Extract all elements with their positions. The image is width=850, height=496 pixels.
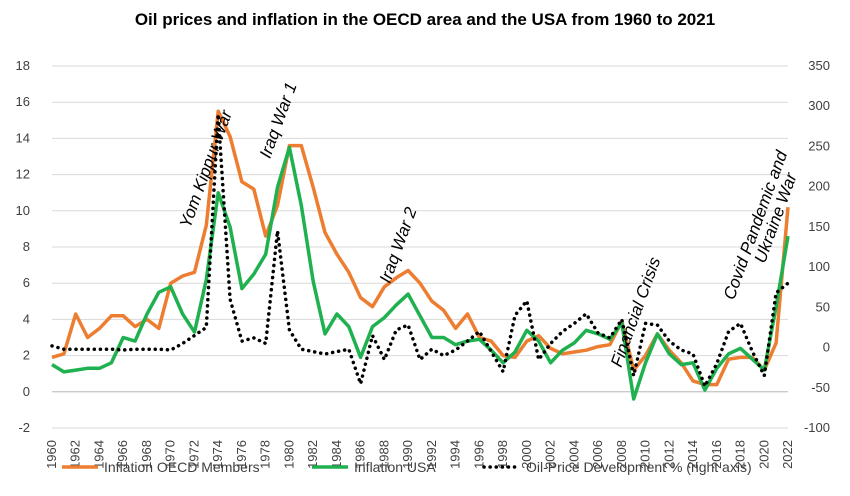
- x-tick-label: 1982: [305, 440, 320, 469]
- x-tick-label: 1980: [281, 440, 296, 469]
- y-right-tick-label: -100: [804, 420, 830, 435]
- x-tick-label: 1964: [91, 440, 106, 469]
- y-left-tick-label: 6: [23, 275, 30, 290]
- y-right-tick-label: 350: [808, 58, 830, 73]
- x-tick-label: 1978: [258, 440, 273, 469]
- x-tick-label: 2004: [566, 440, 581, 469]
- y-left-tick-label: 14: [16, 130, 30, 145]
- y-right-tick-label: 200: [808, 179, 830, 194]
- y-left-tick-label: 8: [23, 239, 30, 254]
- annotation-label: Financial Crisis: [607, 254, 664, 369]
- y-right-tick-label: 150: [808, 219, 830, 234]
- y-left-tick-label: 4: [23, 311, 30, 326]
- y-left-tick-label: 16: [16, 94, 30, 109]
- x-tick-label: 1994: [448, 440, 463, 469]
- series-line-0: [51, 109, 790, 387]
- series-line-1: [51, 145, 790, 401]
- legend-label: Inflation OECD Members: [104, 459, 260, 475]
- y-left-tick-label: 0: [23, 384, 30, 399]
- x-tick-label: 2022: [780, 440, 795, 469]
- y-left-tick-label: -2: [18, 420, 30, 435]
- x-tick-label: 1972: [186, 440, 201, 469]
- legend-label: Inflation USA: [354, 459, 436, 475]
- x-tick-label: 1988: [376, 440, 391, 469]
- y-right-tick-label: -50: [811, 380, 830, 395]
- y-left-tick-label: 2: [23, 348, 30, 363]
- x-tick-label: 2014: [685, 440, 700, 469]
- x-tick-label: 2006: [590, 440, 605, 469]
- x-tick-label: 2008: [614, 440, 629, 469]
- x-tick-label: 2020: [756, 440, 771, 469]
- x-tick-label: 1974: [210, 440, 225, 469]
- x-tick-label: 2000: [519, 440, 534, 469]
- y-right-tick-label: 100: [808, 259, 830, 274]
- y-right-tick-label: 0: [823, 340, 830, 355]
- y-left-tick-label: 10: [16, 203, 30, 218]
- x-tick-label: 2016: [709, 440, 724, 469]
- x-tick-label: 2010: [638, 440, 653, 469]
- x-tick-label: 1998: [495, 440, 510, 469]
- x-tick-label: 2018: [733, 440, 748, 469]
- x-tick-label: 1960: [44, 440, 59, 469]
- annotation-label: Iraq War 1: [256, 80, 301, 161]
- x-tick-label: 1968: [139, 440, 154, 469]
- x-tick-label: 1992: [424, 440, 439, 469]
- y-right-tick-label: 300: [808, 98, 830, 113]
- y-right-tick-label: 250: [808, 138, 830, 153]
- series-line-2: [50, 112, 790, 388]
- y-right-tick-label: 50: [816, 299, 830, 314]
- x-tick-label: 1990: [400, 440, 415, 469]
- y-left-tick-label: 12: [16, 167, 30, 182]
- y-left-tick-label: 18: [16, 58, 30, 73]
- x-tick-label: 1966: [115, 440, 130, 469]
- annotation-label: Iraq War 2: [376, 204, 421, 285]
- legend-label: Oil-Price Development % (right axis): [526, 459, 752, 475]
- x-tick-label: 1976: [234, 440, 249, 469]
- chart-title: Oil prices and inflation in the OECD are…: [134, 10, 716, 29]
- x-tick-label: 1962: [68, 440, 83, 469]
- x-tick-label: 2002: [543, 440, 558, 469]
- x-tick-label: 2012: [661, 440, 676, 469]
- x-tick-label: 1970: [163, 440, 178, 469]
- x-tick-label: 1984: [329, 440, 344, 469]
- x-tick-label: 1996: [471, 440, 486, 469]
- x-tick-label: 1986: [353, 440, 368, 469]
